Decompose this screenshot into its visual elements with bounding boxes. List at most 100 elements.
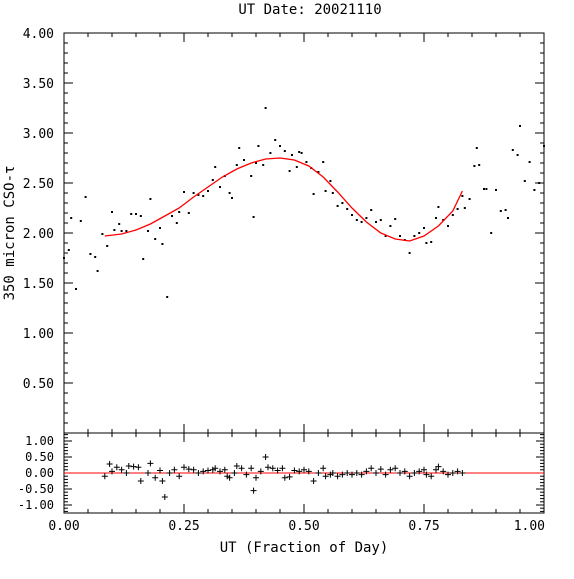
residual-point bbox=[305, 468, 312, 475]
residual-point bbox=[157, 467, 163, 474]
residual-plot-panel: 1.00 0.50 0.00 -0.50 -1.00 bbox=[18, 432, 545, 514]
data-point bbox=[324, 190, 327, 192]
residual-point bbox=[440, 468, 447, 475]
residual-point bbox=[118, 466, 125, 473]
residual-point bbox=[152, 474, 159, 481]
data-point bbox=[483, 188, 485, 190]
main-y-tick-label: 2.00 bbox=[23, 227, 54, 242]
data-point bbox=[430, 241, 433, 243]
residual-point bbox=[135, 464, 142, 471]
data-point bbox=[202, 195, 205, 197]
residual-point bbox=[459, 470, 466, 476]
data-point bbox=[355, 219, 358, 221]
data-point bbox=[211, 179, 214, 181]
data-point bbox=[120, 230, 123, 232]
y-axis-title: 350 micron CSO-τ bbox=[2, 166, 18, 301]
data-point bbox=[279, 145, 281, 147]
residual-point bbox=[123, 470, 130, 476]
residual-point bbox=[423, 471, 430, 478]
residual-point bbox=[200, 468, 207, 475]
residual-point bbox=[329, 470, 336, 476]
x-tick-label: 0.50 bbox=[288, 519, 319, 534]
data-point bbox=[219, 186, 221, 188]
data-point bbox=[207, 190, 209, 192]
data-point bbox=[523, 180, 526, 182]
residual-point bbox=[373, 470, 379, 476]
residual-point bbox=[130, 463, 137, 470]
data-point bbox=[214, 166, 217, 168]
fit-line bbox=[104, 157, 463, 242]
data-point bbox=[413, 235, 416, 237]
main-tick-marks bbox=[63, 32, 545, 434]
data-point bbox=[84, 196, 87, 198]
residual-point bbox=[113, 464, 120, 471]
data-point bbox=[231, 197, 233, 199]
data-point bbox=[351, 214, 353, 216]
data-point bbox=[336, 205, 339, 207]
residual-point bbox=[159, 478, 166, 484]
residual-point bbox=[291, 467, 298, 474]
data-point bbox=[154, 238, 157, 240]
residual-point bbox=[310, 478, 317, 484]
data-point bbox=[495, 189, 497, 191]
residual-point bbox=[296, 468, 303, 475]
residual-point bbox=[421, 466, 427, 473]
data-point bbox=[125, 230, 128, 232]
residual-point bbox=[349, 471, 355, 478]
data-point bbox=[394, 218, 397, 220]
data-point bbox=[197, 194, 200, 196]
data-point bbox=[147, 230, 149, 232]
residual-point bbox=[449, 470, 456, 476]
main-plot-panel: 0.50 1.00 1.50 2.00 2.50 3.00 3.50 4.00 bbox=[23, 27, 545, 434]
residual-point bbox=[176, 473, 183, 480]
residual-point bbox=[344, 470, 351, 476]
residual-point bbox=[320, 465, 327, 472]
residual-point bbox=[382, 471, 389, 478]
residual-point bbox=[274, 467, 281, 474]
residual-point bbox=[454, 468, 461, 475]
residual-point bbox=[212, 465, 219, 472]
data-point bbox=[161, 243, 164, 245]
data-point bbox=[490, 232, 493, 234]
residual-point bbox=[106, 461, 113, 468]
data-point bbox=[178, 211, 181, 213]
residual-point bbox=[411, 470, 418, 476]
residual-point bbox=[109, 468, 115, 475]
data-point bbox=[499, 210, 502, 212]
data-point bbox=[329, 180, 332, 182]
data-point bbox=[305, 161, 308, 163]
data-point bbox=[101, 233, 104, 235]
residual-point bbox=[286, 473, 293, 480]
data-point bbox=[408, 252, 411, 254]
data-point bbox=[238, 147, 241, 149]
data-point bbox=[96, 270, 99, 272]
residual-point bbox=[279, 465, 286, 472]
data-point bbox=[437, 206, 440, 208]
data-point bbox=[463, 207, 466, 209]
residual-point bbox=[137, 478, 144, 484]
data-point bbox=[360, 221, 363, 223]
residual-point bbox=[445, 471, 451, 478]
data-point bbox=[538, 182, 541, 184]
data-point bbox=[473, 165, 476, 167]
residual-point bbox=[281, 474, 288, 481]
residual-point bbox=[353, 470, 360, 476]
main-data-points bbox=[63, 107, 545, 298]
residual-point bbox=[181, 464, 187, 471]
residual-point bbox=[161, 494, 168, 500]
data-point bbox=[166, 296, 169, 298]
data-point bbox=[295, 166, 298, 168]
x-tick-label: 0.00 bbox=[48, 519, 79, 534]
residual-point bbox=[125, 462, 132, 469]
data-point bbox=[346, 208, 349, 210]
chart-title: UT Date: 20021110 bbox=[238, 2, 381, 18]
main-y-tick-label: 4.00 bbox=[23, 27, 54, 42]
residual-point bbox=[334, 473, 341, 480]
residual-point bbox=[233, 462, 240, 469]
residual-point bbox=[269, 465, 276, 472]
x-tick-label: 0.25 bbox=[168, 519, 199, 534]
data-point bbox=[106, 245, 109, 247]
residual-point bbox=[428, 473, 435, 480]
